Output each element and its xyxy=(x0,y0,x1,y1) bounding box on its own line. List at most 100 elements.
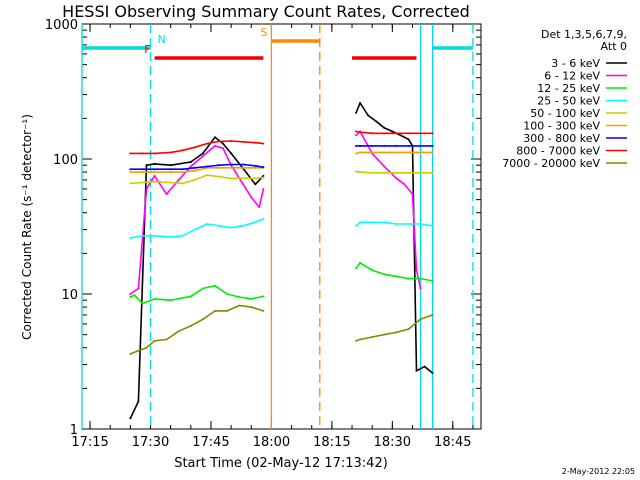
data-point xyxy=(218,166,221,169)
data-point xyxy=(169,168,172,171)
data-point xyxy=(395,171,398,174)
data-point xyxy=(262,309,265,312)
data-point xyxy=(415,269,418,272)
data-point xyxy=(214,309,216,312)
data-point xyxy=(169,235,172,238)
interval-label: F xyxy=(144,43,150,56)
series-line xyxy=(355,221,433,227)
data-point xyxy=(407,171,410,174)
x-tick-label: 18:30 xyxy=(374,435,411,450)
series-line xyxy=(130,167,264,173)
y-axis-label: Corrected Count Rate (s⁻¹ detector⁻¹) xyxy=(20,114,34,340)
data-point xyxy=(230,166,233,169)
data-point xyxy=(383,126,386,129)
data-point xyxy=(181,171,184,174)
data-point xyxy=(395,177,398,180)
data-point xyxy=(218,175,221,178)
legend-label: 800 - 7000 keV xyxy=(516,145,600,158)
data-point xyxy=(254,183,257,186)
x-tick-label: 18:45 xyxy=(434,435,471,450)
data-point xyxy=(367,114,370,117)
data-point xyxy=(193,169,196,172)
data-point xyxy=(375,120,378,123)
series-line xyxy=(355,130,433,135)
data-point xyxy=(355,134,358,137)
data-point xyxy=(230,226,233,229)
data-point xyxy=(222,147,225,150)
data-point xyxy=(193,228,196,231)
data-point xyxy=(230,163,233,166)
data-point xyxy=(423,365,426,368)
data-point xyxy=(407,223,410,226)
data-point xyxy=(383,132,386,135)
chart-title: HESSI Observing Summary Count Rates, Cor… xyxy=(62,2,470,21)
data-point xyxy=(250,297,253,300)
data-point xyxy=(201,318,204,321)
data-point xyxy=(165,193,168,196)
series-line xyxy=(355,170,433,174)
data-point xyxy=(359,261,362,264)
data-point xyxy=(359,144,362,147)
timestamp: 2-May-2012 22:05 xyxy=(562,467,635,476)
data-point xyxy=(169,151,172,154)
data-point xyxy=(137,400,140,403)
data-point xyxy=(230,152,233,155)
y-tick-label: 1000 xyxy=(45,18,78,33)
data-point xyxy=(355,152,358,155)
data-point xyxy=(383,333,386,336)
data-point xyxy=(226,293,229,295)
y-tick-label: 10 xyxy=(61,288,78,303)
data-point xyxy=(129,352,132,355)
data-point xyxy=(371,269,374,272)
data-point xyxy=(141,168,144,171)
data-point xyxy=(407,138,410,141)
data-point xyxy=(419,144,422,147)
data-point xyxy=(383,165,386,168)
data-point xyxy=(169,181,172,184)
data-point xyxy=(230,139,233,142)
data-point xyxy=(383,221,386,224)
data-point xyxy=(129,236,132,239)
series-line xyxy=(130,218,264,239)
data-point xyxy=(359,131,362,134)
data-point xyxy=(153,162,156,165)
data-point xyxy=(153,168,156,171)
data-point xyxy=(419,287,422,290)
data-point xyxy=(189,165,192,168)
data-point xyxy=(262,142,265,145)
data-point xyxy=(242,177,245,180)
data-point xyxy=(242,140,245,143)
data-point xyxy=(214,144,216,147)
data-point xyxy=(419,277,422,280)
data-point xyxy=(419,151,422,154)
data-point xyxy=(395,331,398,334)
data-point xyxy=(201,155,204,158)
data-point xyxy=(250,196,253,199)
legend-header: Det 1,3,5,6,7,9, xyxy=(541,28,627,41)
data-point xyxy=(395,223,398,226)
data-point xyxy=(431,132,434,135)
interval-bars: NF S xyxy=(82,26,473,60)
data-point xyxy=(129,182,132,185)
data-point xyxy=(399,134,402,137)
legend-label: 6 - 12 keV xyxy=(544,70,600,83)
x-tick-label: 17:45 xyxy=(192,435,229,450)
legend-label: 300 - 800 keV xyxy=(523,132,600,145)
y-tick-label: 1 xyxy=(70,423,78,438)
legend-header: Att 0 xyxy=(601,40,627,53)
data-point xyxy=(137,349,140,352)
legend-label: 3 - 6 keV xyxy=(551,57,600,70)
data-point xyxy=(242,224,245,227)
data-point xyxy=(355,111,358,114)
data-point xyxy=(201,152,204,155)
data-point xyxy=(254,177,257,180)
series-line xyxy=(355,262,433,282)
legend-label: 7000 - 20000 keV xyxy=(502,157,600,170)
data-point xyxy=(153,234,156,237)
vertical-markers xyxy=(81,24,474,429)
series-line xyxy=(130,140,264,155)
data-point xyxy=(153,339,156,342)
data-point xyxy=(371,144,374,147)
data-point xyxy=(383,151,386,154)
